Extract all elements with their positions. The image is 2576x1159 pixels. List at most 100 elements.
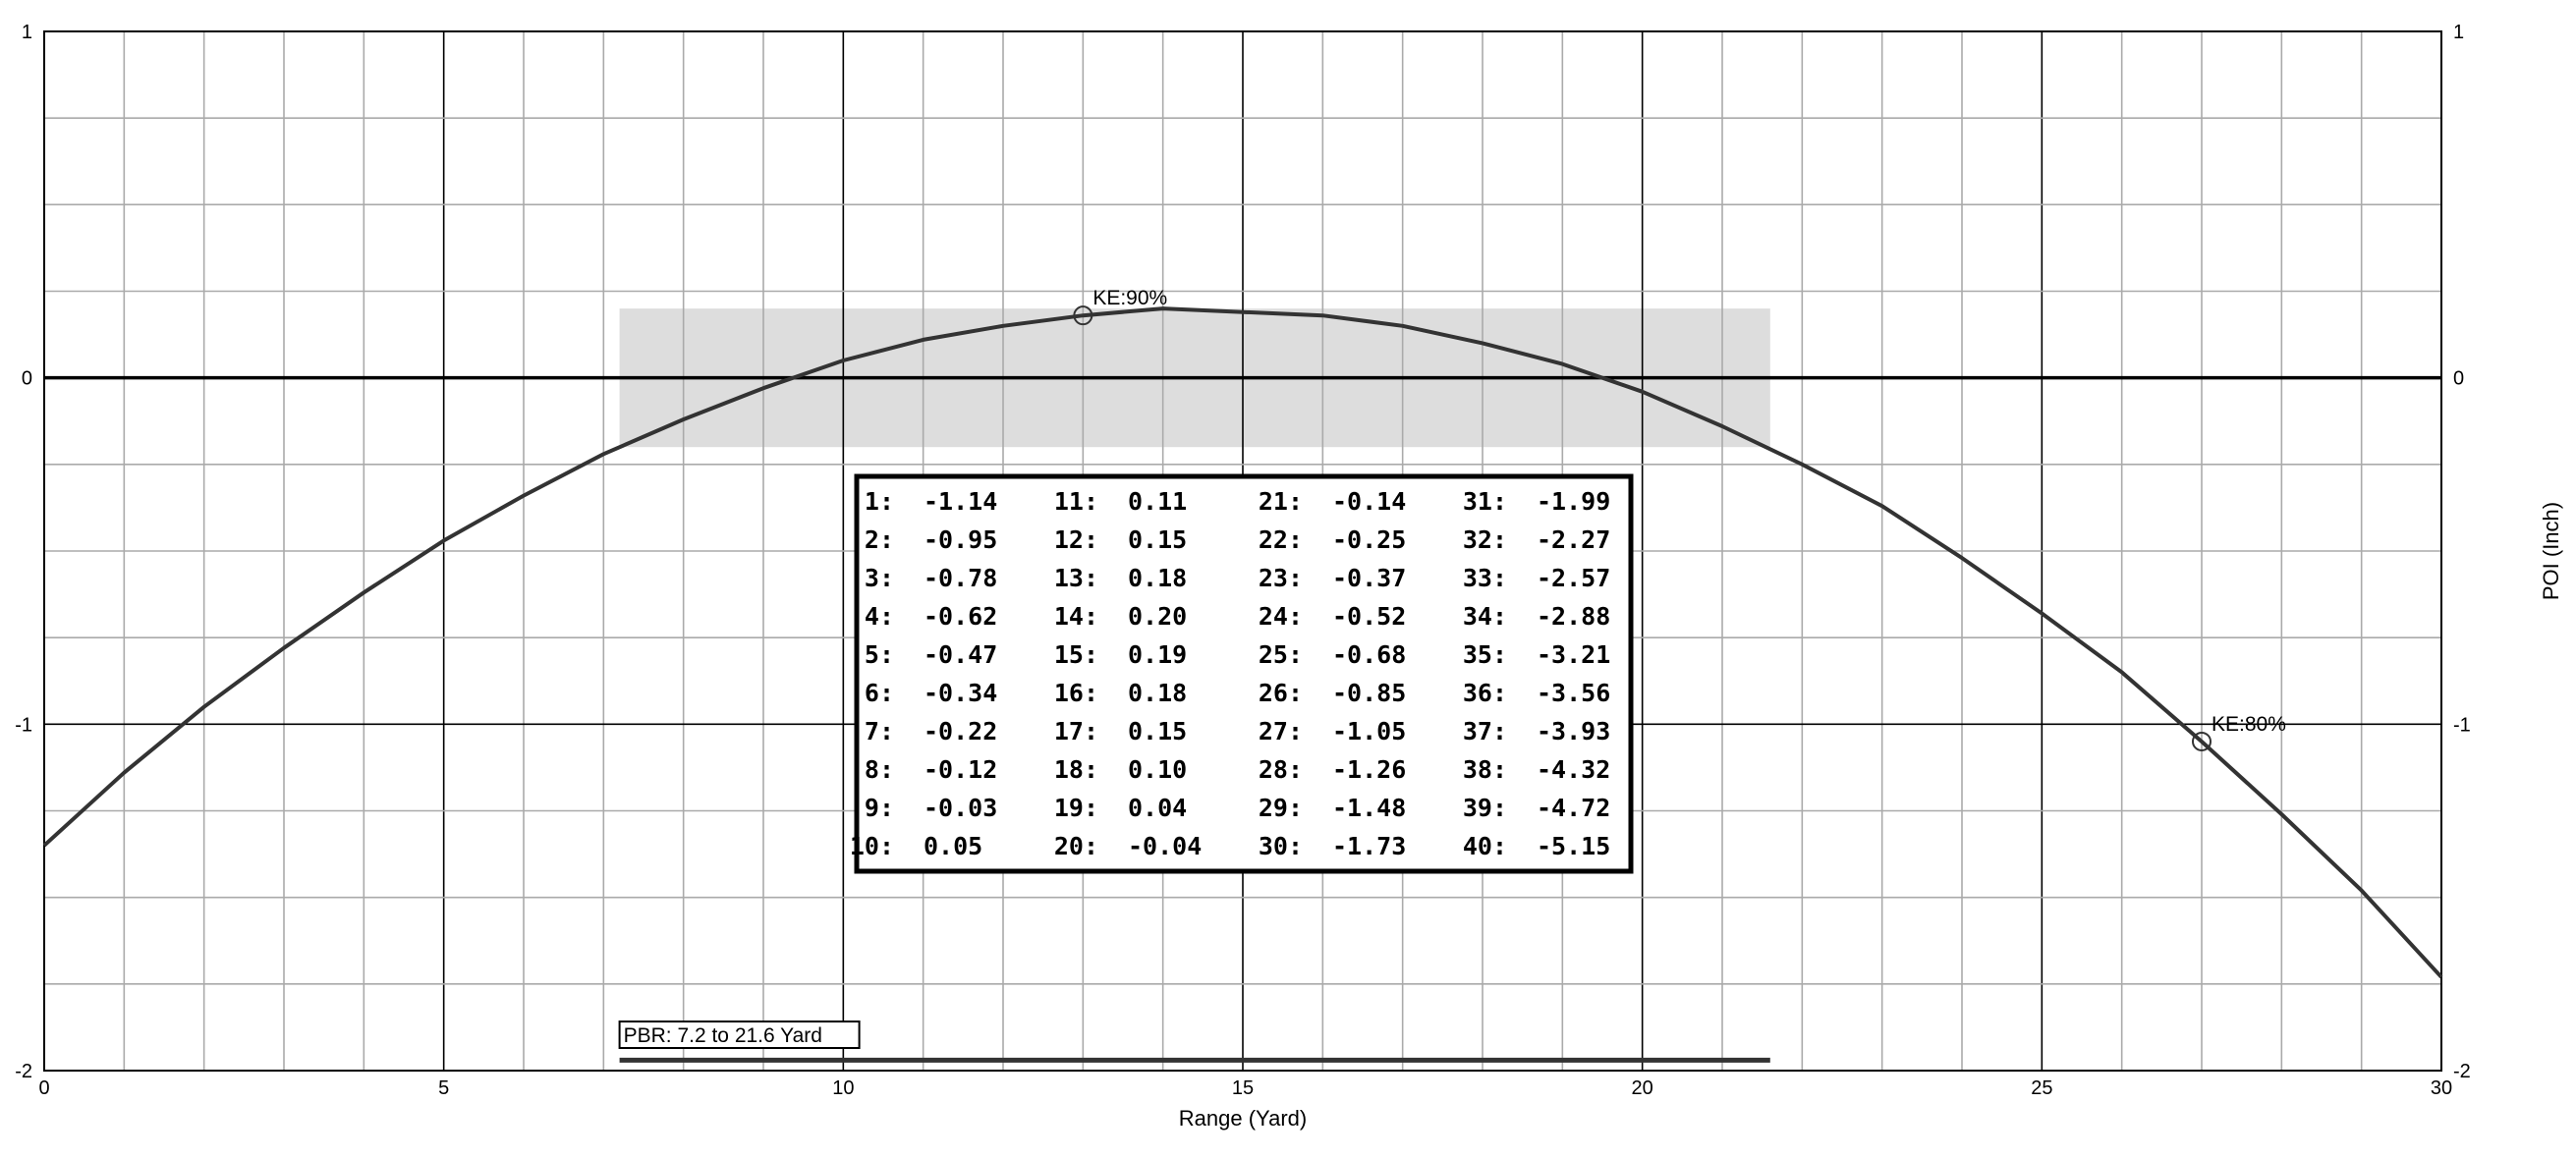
y-tick-label-right: -1 — [2453, 714, 2471, 736]
y-tick-label-left: 1 — [22, 22, 32, 43]
table-row-number: 8: — [865, 755, 894, 784]
table-row-value: -0.12 — [924, 755, 997, 784]
y-tick-label-left: 0 — [22, 368, 32, 390]
table-row-number: 24: — [1259, 602, 1303, 631]
y-tick-label-right: 1 — [2453, 22, 2464, 43]
table-row-number: 15: — [1054, 640, 1098, 669]
table-row-number: 25: — [1259, 640, 1303, 669]
table-row-value: -0.22 — [924, 717, 997, 745]
table-row-value: -0.03 — [924, 794, 997, 822]
table-row-number: 26: — [1259, 679, 1303, 707]
table-row-value: 0.20 — [1128, 602, 1187, 631]
table-row-number: 3: — [865, 564, 894, 592]
y-tick-label-right: -2 — [2453, 1061, 2471, 1082]
table-row-number: 11: — [1054, 487, 1098, 516]
table-row-number: 30: — [1259, 832, 1303, 860]
table-row-number: 10: — [850, 832, 894, 860]
table-row-value: 0.18 — [1128, 679, 1187, 707]
table-row-number: 2: — [865, 525, 894, 554]
table-row-number: 33: — [1463, 564, 1507, 592]
table-row-number: 13: — [1054, 564, 1098, 592]
pbr-label: PBR: 7.2 to 21.6 Yard — [624, 1024, 822, 1047]
table-row-number: 19: — [1054, 794, 1098, 822]
table-row-value: -0.62 — [924, 602, 997, 631]
x-tick-label: 25 — [2031, 1077, 2052, 1099]
table-row-value: -0.78 — [924, 564, 997, 592]
y-tick-label-right: 0 — [2453, 368, 2464, 390]
x-tick-label: 30 — [2431, 1077, 2452, 1099]
table-row-number: 18: — [1054, 755, 1098, 784]
table-row-value: -3.21 — [1537, 640, 1610, 669]
table-row-value: -0.95 — [924, 525, 997, 554]
table-row-number: 34: — [1463, 602, 1507, 631]
table-row-value: -1.05 — [1332, 717, 1406, 745]
table-row-number: 12: — [1054, 525, 1098, 554]
table-row-number: 5: — [865, 640, 894, 669]
table-row-value: -2.88 — [1537, 602, 1610, 631]
table-row-number: 20: — [1054, 832, 1098, 860]
table-row-value: -2.27 — [1537, 525, 1610, 554]
table-row-number: 1: — [865, 487, 894, 516]
table-row-number: 39: — [1463, 794, 1507, 822]
table-row-number: 40: — [1463, 832, 1507, 860]
x-tick-label: 20 — [1632, 1077, 1653, 1099]
x-tick-label: 0 — [38, 1077, 49, 1099]
table-row-number: 27: — [1259, 717, 1303, 745]
table-row-number: 32: — [1463, 525, 1507, 554]
table-row-number: 23: — [1259, 564, 1303, 592]
y-tick-label-left: -1 — [15, 714, 32, 736]
table-row-value: -1.14 — [924, 487, 997, 516]
table-row-value: -5.15 — [1537, 832, 1610, 860]
table-row-value: 0.05 — [924, 832, 982, 860]
table-row-value: -0.34 — [924, 679, 997, 707]
table-row-value: -3.93 — [1537, 717, 1610, 745]
ke-marker — [2192, 731, 2212, 751]
x-axis-title: Range (Yard) — [1179, 1106, 1307, 1131]
table-row-number: 9: — [865, 794, 894, 822]
table-row-value: 0.10 — [1128, 755, 1187, 784]
trajectory-line — [42, 306, 2443, 979]
table-row-number: 14: — [1054, 602, 1098, 631]
table-row-number: 22: — [1259, 525, 1303, 554]
table-row-value: 0.15 — [1128, 525, 1187, 554]
plot-frame — [43, 30, 2442, 1072]
table-row-number: 16: — [1054, 679, 1098, 707]
y-axis-title: POI (Inch) — [2539, 502, 2563, 600]
table-row-number: 4: — [865, 602, 894, 631]
table-row-value: -3.56 — [1537, 679, 1610, 707]
table-row-value: 0.18 — [1128, 564, 1187, 592]
table-row-number: 37: — [1463, 717, 1507, 745]
table-row-value: -1.99 — [1537, 487, 1610, 516]
table-row-value: -0.47 — [924, 640, 997, 669]
table-row-value: -1.48 — [1332, 794, 1406, 822]
table-row-number: 17: — [1054, 717, 1098, 745]
table-row-value: -1.26 — [1332, 755, 1406, 784]
y-tick-label-left: -2 — [15, 1061, 32, 1082]
table-row-value: -4.32 — [1537, 755, 1610, 784]
table-row-value: -0.37 — [1332, 564, 1406, 592]
pbr-label-box — [618, 1021, 861, 1049]
table-row-value: 0.04 — [1128, 794, 1187, 822]
table-row-value: -1.73 — [1332, 832, 1406, 860]
ke-marker — [1073, 305, 1093, 326]
table-row-number: 21: — [1259, 487, 1303, 516]
table-row-number: 31: — [1463, 487, 1507, 516]
table-row-number: 38: — [1463, 755, 1507, 784]
table-row-number: 36: — [1463, 679, 1507, 707]
table-row-value: -4.72 — [1537, 794, 1610, 822]
table-row-number: 29: — [1259, 794, 1303, 822]
table-row-number: 6: — [865, 679, 894, 707]
x-tick-label: 10 — [832, 1077, 854, 1099]
table-row-value: 0.15 — [1128, 717, 1187, 745]
ke-label: KE:80% — [2212, 713, 2286, 736]
table-row-value: -0.68 — [1332, 640, 1406, 669]
table-row-number: 28: — [1259, 755, 1303, 784]
table-row-number: 7: — [865, 717, 894, 745]
table-row-value: 0.11 — [1128, 487, 1187, 516]
table-row-value: 0.19 — [1128, 640, 1187, 669]
table-row-number: 35: — [1463, 640, 1507, 669]
x-tick-label: 5 — [438, 1077, 449, 1099]
x-tick-label: 15 — [1232, 1077, 1254, 1099]
ke-label: KE:90% — [1092, 287, 1167, 309]
